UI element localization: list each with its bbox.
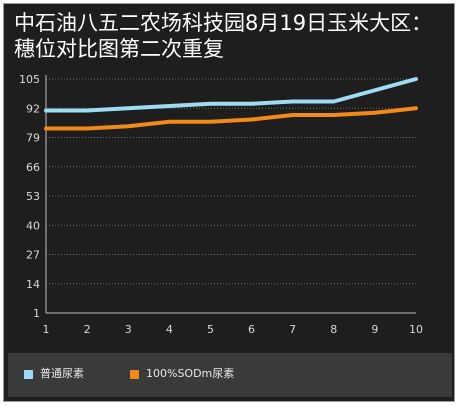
y-tick-label: 92 — [26, 102, 40, 115]
legend-label: 100%SODm尿素 — [146, 367, 235, 380]
x-tick-label: 6 — [248, 323, 255, 336]
chart-plot: 1 14 27 40 53 66 79 92 105 1 2 3 4 5 6 7 8 9 10 — [19, 73, 423, 336]
series-line-2 — [44, 106, 418, 131]
legend: 普通尿素 100%SODm尿素 — [8, 353, 452, 397]
y-tick-label: 1 — [33, 307, 40, 320]
chart-title: 中石油八五二农场科技园8月19日玉米大区：穗位对比图第二次重复 — [14, 11, 433, 61]
y-tick-label: 40 — [26, 219, 40, 232]
y-tick-label: 27 — [26, 249, 40, 262]
y-tick-label: 53 — [26, 190, 40, 203]
x-tick-label: 1 — [43, 323, 50, 336]
x-tick-label: 7 — [289, 323, 296, 336]
x-tick-label: 2 — [84, 323, 91, 336]
x-tick-label: 3 — [125, 323, 132, 336]
x-tick-label: 10 — [409, 323, 423, 336]
legend-label: 普通尿素 — [40, 367, 84, 380]
chart-frame: 中石油八五二农场科技园8月19日玉米大区：穗位对比图第二次重复 1 14 27 40 5… — [3, 3, 455, 402]
x-tick-label: 5 — [207, 323, 214, 336]
legend-swatch — [130, 370, 139, 379]
x-tick-label: 4 — [166, 323, 173, 336]
y-tick-label: 105 — [19, 73, 40, 86]
x-tick-label: 9 — [371, 323, 378, 336]
legend-swatch — [24, 370, 33, 379]
y-tick-label: 14 — [26, 278, 40, 291]
y-tick-label: 66 — [26, 161, 40, 174]
y-tick-label: 79 — [26, 132, 40, 145]
x-tick-label: 8 — [330, 323, 337, 336]
series-line-1 — [44, 77, 418, 113]
